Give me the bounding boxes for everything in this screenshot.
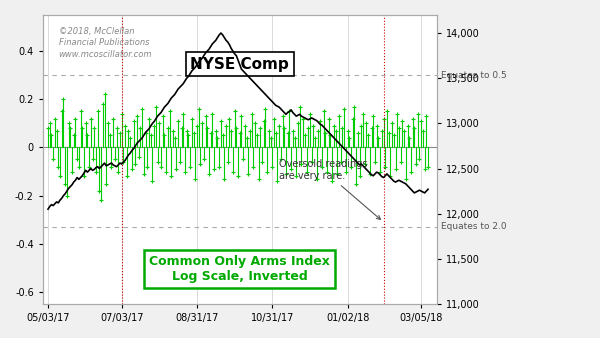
Text: Equates to 2.0: Equates to 2.0 [440,222,506,232]
Text: Common Only Arms Index
Log Scale, Inverted: Common Only Arms Index Log Scale, Invert… [149,255,330,283]
Text: ©2018, McClellan
Financial Publications
www.mcoscillator.com: ©2018, McClellan Financial Publications … [59,27,152,59]
Text: Oversold readings
are very rare.: Oversold readings are very rare. [279,160,380,219]
Text: Equates to 0.5: Equates to 0.5 [440,71,506,80]
Text: NYSE Comp: NYSE Comp [190,57,289,72]
